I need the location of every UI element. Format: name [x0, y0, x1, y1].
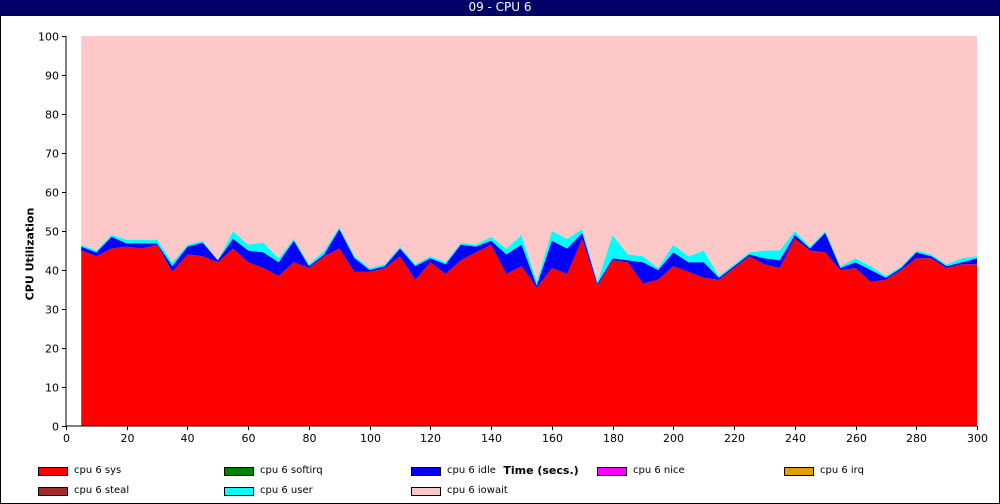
- legend-swatch: [411, 487, 441, 496]
- x-tick-label: 220: [724, 432, 745, 445]
- x-tick-label: 200: [663, 432, 684, 445]
- y-tick-label: 10: [45, 382, 59, 395]
- x-tick-label: 160: [542, 432, 563, 445]
- x-tick-label: 20: [121, 432, 135, 445]
- x-tick-label: 60: [242, 432, 256, 445]
- x-tick-label: 180: [603, 432, 624, 445]
- cpu-utilization-chart: 0 10 20 30 40 50 60 70 80 90 100 0 20 40 60 80 100 120 140…: [38, 31, 988, 446]
- x-tick-label: 80: [303, 432, 317, 445]
- y-tick-label: 40: [45, 265, 59, 278]
- y-tick-label: 30: [45, 304, 59, 317]
- legend-label: cpu 6 sys: [74, 465, 122, 476]
- x-tick-label: 100: [360, 432, 381, 445]
- legend-swatch: [597, 467, 627, 476]
- legend-label: cpu 6 irq: [820, 465, 864, 476]
- legend-swatch: [224, 467, 254, 476]
- y-tick-label: 100: [38, 31, 59, 44]
- x-axis-title: Time (secs.): [503, 464, 579, 477]
- x-tick-label: 240: [785, 432, 806, 445]
- legend-swatch: [784, 467, 814, 476]
- legend-label: cpu 6 nice: [633, 465, 685, 476]
- y-tick-label: 90: [45, 70, 59, 83]
- legend-label: cpu 6 softirq: [260, 465, 323, 476]
- series-area-cpu-6-iowait: [81, 36, 977, 282]
- legend-swatch: [411, 467, 441, 476]
- x-tick-label: 260: [846, 432, 867, 445]
- y-tick-label: 50: [45, 226, 59, 239]
- y-tick-label: 80: [45, 109, 59, 122]
- window-title: 09 - CPU 6: [0, 0, 1000, 15]
- x-tick-label: 280: [906, 432, 927, 445]
- y-tick-label: 70: [45, 148, 59, 161]
- legend-swatch: [38, 467, 68, 476]
- legend-swatch: [38, 487, 68, 496]
- y-tick-label: 60: [45, 187, 59, 200]
- y-tick-label: 20: [45, 343, 59, 356]
- series-area-cpu-6-sys: [81, 238, 977, 426]
- x-tick-label: 40: [181, 432, 195, 445]
- legend: cpu 6 sys cpu 6 softirq cpu 6 idle cpu 6…: [0, 465, 1000, 504]
- x-tick-label: 140: [481, 432, 502, 445]
- x-tick-label: 120: [420, 432, 441, 445]
- y-tick-label: 0: [52, 421, 59, 434]
- series-area-cpu-6-idle: [81, 229, 977, 288]
- legend-label: cpu 6 user: [260, 485, 313, 496]
- legend-label: cpu 6 iowait: [447, 485, 508, 496]
- x-tick-label: 300: [967, 432, 988, 445]
- legend-label: cpu 6 idle: [447, 465, 496, 476]
- y-axis-title: CPU Utilization: [23, 207, 37, 301]
- legend-label: cpu 6 steal: [74, 485, 130, 496]
- legend-swatch: [224, 487, 254, 496]
- x-tick-label: 0: [63, 432, 70, 445]
- chart-frame: 0 10 20 30 40 50 60 70 80 90 100 0 20 40 60 80 100 120 140…: [0, 15, 1000, 504]
